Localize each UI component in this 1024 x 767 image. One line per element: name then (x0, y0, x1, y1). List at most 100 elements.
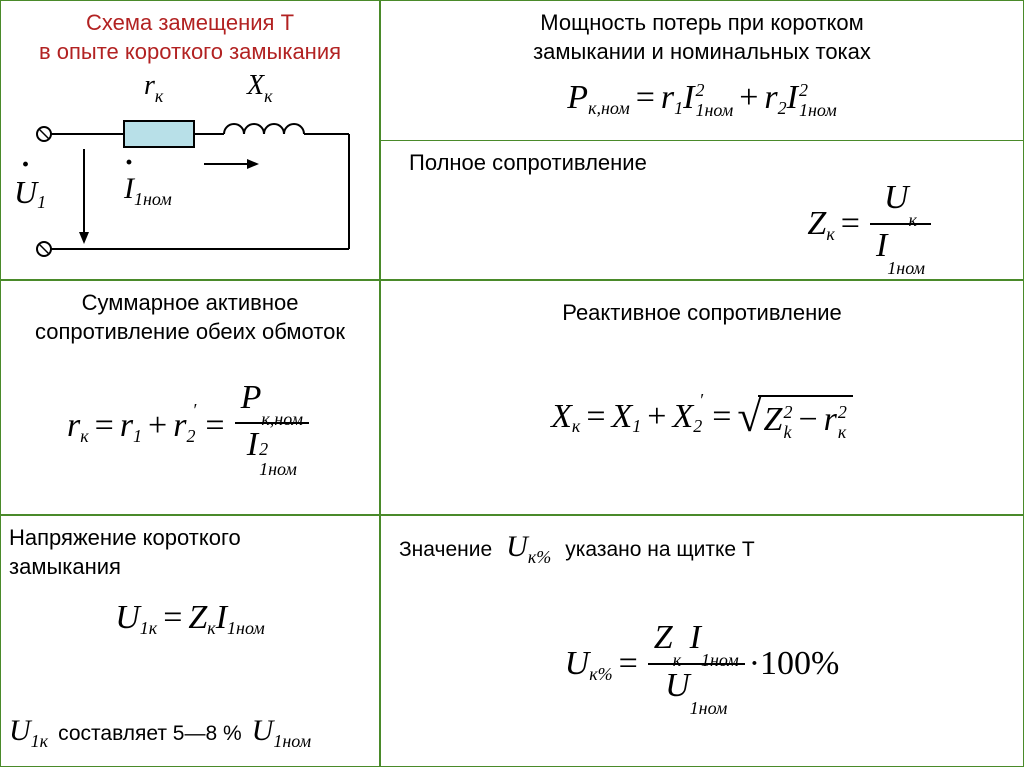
title-u1k: Напряжение короткого замыкания (9, 524, 371, 581)
f5-Isub: 1ном (227, 618, 265, 639)
f3-r2: r (173, 407, 186, 445)
label-i1nom-sub: 1ном (134, 189, 172, 210)
f4-Xk: X (551, 398, 572, 436)
f1-I2sub: 1ном (799, 102, 837, 118)
title-circuit: Схема замещения Т в опыте короткого замы… (9, 9, 371, 66)
cell-ukpct: Значение Uк% указано на щитке Т Uк% = Zк… (380, 515, 1024, 767)
title-u1k-l1: Напряжение короткого (9, 525, 241, 550)
label-xk-sym: X (247, 70, 264, 102)
title-z-text: Полное сопротивление (409, 150, 647, 175)
f4-X1sub: 1 (632, 416, 641, 437)
l6-pre: Значение (399, 538, 492, 562)
f4-Xksub: к (572, 416, 580, 437)
f3-I: I (247, 426, 258, 463)
f6-Zk: Z (654, 619, 673, 656)
f3-r2sub: 2 (186, 426, 195, 447)
line-ukpct: Значение Uк% указано на щитке Т (389, 524, 1015, 570)
ft-U1k: U (9, 714, 31, 748)
label-rk: rк (144, 70, 163, 102)
f4-Zksub: k (783, 424, 792, 440)
f3-rk: r (67, 407, 80, 445)
f1-I1sup: 2 (695, 82, 733, 98)
f6-Zksub: к (673, 650, 681, 670)
f1-r1: r (661, 79, 674, 117)
f6-Isub: 1ном (701, 650, 739, 670)
main-grid: Схема замещения Т в опыте короткого замы… (0, 0, 1024, 767)
ft-U1ksub: 1к (31, 731, 48, 752)
f3-r1sub: 1 (133, 426, 142, 447)
f6-Uksub: к% (589, 664, 612, 685)
title-rk: Суммарное активное сопротивление обеих о… (9, 289, 371, 346)
f3-Isub: 1ном (259, 461, 297, 477)
title-u1k-l2: замыкания (9, 554, 121, 579)
f1-I1sub: 1ном (695, 102, 733, 118)
ft-U1nomsub: 1ном (273, 731, 311, 752)
l6-var: U (506, 530, 528, 564)
cell-xk: Реактивное сопротивление Xк = X1 + X2′ =… (380, 280, 1024, 515)
f2-Usub: к (909, 210, 917, 230)
formula-zk: Zк = Uк I1ном (389, 177, 1015, 271)
f4-rksup: 2 (838, 404, 847, 420)
f1-I2: I (787, 79, 798, 117)
formula-xk: Xк = X1 + X2′ = √ Z2k − r2к (389, 328, 1015, 506)
circuit-diagram: rк Xк U1 I1ном (9, 74, 371, 274)
f4-X1: X (612, 398, 633, 436)
l6-sub: к% (528, 547, 551, 568)
l6-post: указано на щитке Т (565, 538, 755, 562)
formula-pknom: Pк,ном = r1 I21ном + r2 I21ном (389, 66, 1015, 130)
label-xk-sub: к (264, 86, 272, 107)
formula-u1k: U1к = Zк I1ном (9, 599, 371, 637)
formula-ukpct: Uк% = Zк I1ном U1ном ·100% (389, 570, 1015, 758)
f1-I2sup: 2 (799, 82, 837, 98)
f1-r2: r (764, 79, 777, 117)
label-rk-sub: к (155, 86, 163, 107)
title-xk: Реактивное сопротивление (389, 299, 1015, 328)
label-rk-sym: r (144, 70, 155, 102)
label-i1nom-sym: I (124, 172, 134, 206)
f4-X2: X (672, 398, 693, 436)
circuit-svg (9, 74, 369, 269)
title-circuit-l2: в опыте короткого замыкания (39, 39, 341, 64)
f5-U1k: U (115, 599, 140, 637)
f4-rk: r (824, 401, 837, 439)
cell-power-z: Мощность потерь при коротком замыкании и… (380, 0, 1024, 280)
f5-U1ksub: 1к (140, 618, 157, 639)
f4-X2sub: 2 (693, 416, 702, 437)
f1-I1: I (683, 79, 694, 117)
f2-Zsub: к (826, 224, 834, 245)
ft-text: составляет 5—8 % (58, 722, 242, 746)
cell-u1k: Напряжение короткого замыкания U1к = Zк … (0, 515, 380, 767)
f6-pct: ·100% (749, 645, 840, 683)
f6-U1nom: U (665, 667, 690, 704)
f2-I: I (876, 227, 887, 264)
title-circuit-l1: Схема замещения Т (86, 10, 294, 35)
f3-rksub: к (80, 426, 88, 447)
f1-P: P (567, 79, 588, 117)
label-u1-sym: U (14, 174, 37, 211)
cell-circuit: Схема замещения Т в опыте короткого замы… (0, 0, 380, 280)
label-xk: Xк (247, 70, 273, 102)
footer-u1k: U1к составляет 5—8 % U1ном (9, 714, 371, 758)
title-power-l1: Мощность потерь при коротком (540, 10, 863, 35)
f1-r1sub: 1 (674, 98, 683, 119)
f5-I: I (216, 599, 227, 637)
ft-U1nom: U (252, 714, 274, 748)
cell-rk: Суммарное активное сопротивление обеих о… (0, 280, 380, 515)
title-rk-l2: сопротивление обеих обмоток (35, 319, 345, 344)
f6-U1nomsub: 1ном (690, 698, 728, 718)
label-u1-sub: 1 (37, 192, 46, 213)
title-xk-text: Реактивное сопротивление (562, 300, 842, 325)
f6-Uk: U (565, 645, 590, 683)
f1-Psub: к,ном (588, 98, 630, 119)
formula-rk: rк = r1 + r2′ = Pк,ном I21ном (9, 346, 371, 506)
f3-Isup: 2 (259, 441, 297, 457)
f2-Isub: 1ном (887, 258, 925, 278)
f1-r2sub: 2 (778, 98, 787, 119)
f4-rksub: к (838, 424, 847, 440)
f5-Zksub: к (207, 618, 215, 639)
title-power-l2: замыкании и номинальных токах (533, 39, 871, 64)
f2-U: U (884, 179, 909, 216)
f4-Zksup: 2 (783, 404, 792, 420)
label-i1nom: I1ном (124, 172, 172, 206)
f2-Z: Z (807, 205, 826, 243)
